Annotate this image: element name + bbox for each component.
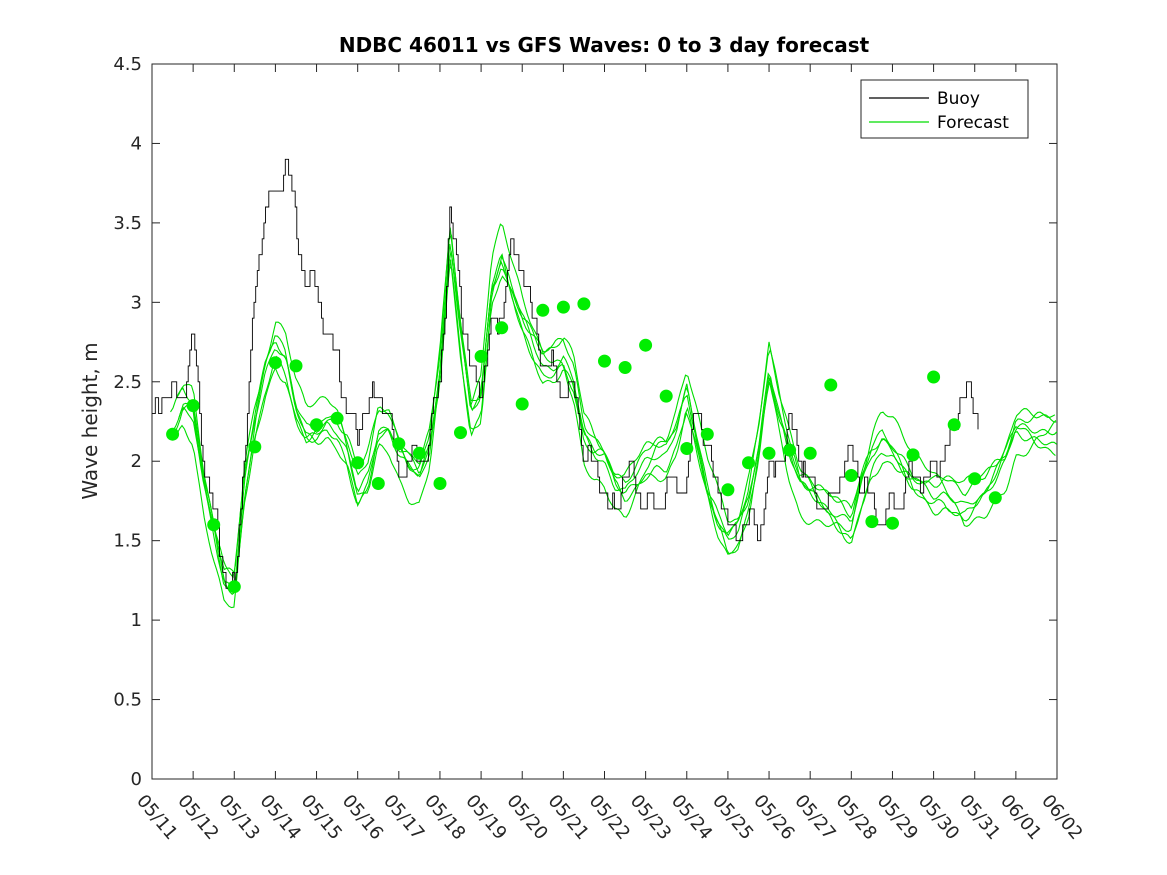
forecast-line [178,227,1056,579]
forecast-marker [742,456,755,470]
forecast-marker [680,442,694,455]
legend-label-buoy: Buoy [937,89,980,109]
forecast-marker [166,427,180,441]
forecast-marker [248,440,262,454]
forecast-marker [536,303,550,317]
forecast-line [174,223,1057,609]
forecast-markers [166,297,1002,594]
forecast-marker [412,446,426,460]
forecast-marker [598,354,611,368]
legend: Buoy Forecast [860,79,1029,139]
plot-area [151,63,1058,780]
chart-title: NDBC 46011 vs GFS Waves: 0 to 3 day fore… [339,33,870,57]
forecast-marker [330,411,344,425]
legend-label-forecast: Forecast [937,113,1009,133]
forecast-marker [947,418,961,432]
forecast-marker [844,469,858,482]
forecast-marker [515,397,529,411]
y-tick-label: 3.5 [113,213,142,234]
forecast-marker [556,300,570,314]
forecast-marker [618,361,632,374]
forecast-marker [392,437,406,451]
forecast-marker [474,349,488,363]
y-tick-label: 3 [131,292,142,313]
y-tick-label: 4.5 [113,54,142,75]
forecast-marker [783,443,797,457]
y-axis: 0 0.5 1 1.5 2 2.5 3 3.5 4 4.5 [113,54,1057,790]
forecast-marker [268,356,282,370]
forecast-marker [310,418,323,432]
forecast-marker [186,399,200,413]
forecast-marker [906,448,920,462]
forecast-marker [577,297,591,311]
forecast-marker [721,483,735,497]
buoy-line [152,158,979,589]
buoy-series [152,158,979,589]
y-tick-label: 2 [131,451,142,472]
forecast-marker [227,580,241,594]
y-tick-label: 0 [131,769,142,790]
forecast-marker [351,456,365,470]
forecast-marker [454,426,467,440]
forecast-marker [803,446,817,460]
forecast-marker [886,516,899,530]
forecast-marker [700,427,714,441]
y-tick-label: 1.5 [113,531,142,552]
forecast-marker [659,389,673,403]
y-axis-label: Wave height, m [78,342,102,499]
forecast-marker [988,491,1002,505]
forecast-marker [639,338,653,352]
forecast-marker [927,370,941,384]
y-tick-label: 2.5 [113,372,142,393]
forecast-marker [824,378,838,392]
y-tick-label: 4 [131,133,142,154]
forecast-marker [289,359,303,373]
forecast-marker [495,321,509,335]
forecast-marker [207,518,221,532]
forecast-marker [865,515,879,529]
forecast-marker [433,477,447,490]
forecast-marker [762,446,776,460]
legend-box [860,79,1029,139]
y-tick-label: 1 [131,610,142,631]
y-tick-label: 0.5 [113,690,142,711]
forecast-marker [371,477,385,490]
forecast-marker [968,472,982,486]
